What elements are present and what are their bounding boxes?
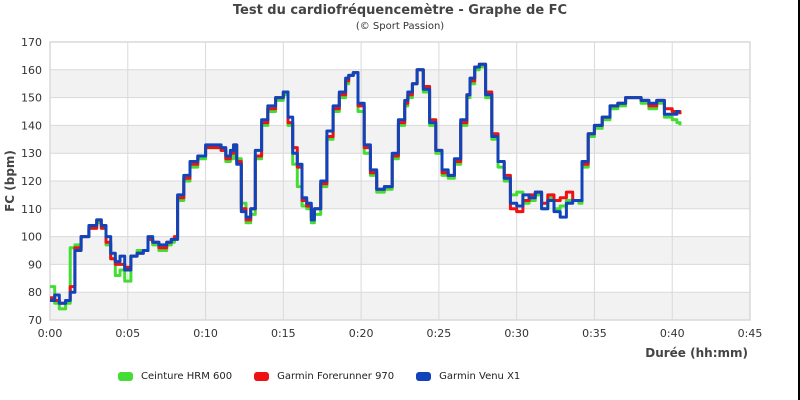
svg-text:0:10: 0:10 [193,327,218,340]
svg-text:0:05: 0:05 [115,327,140,340]
svg-text:160: 160 [21,64,42,77]
svg-text:0:30: 0:30 [504,327,529,340]
svg-text:90: 90 [28,258,42,271]
svg-text:0:45: 0:45 [738,327,763,340]
svg-text:0:25: 0:25 [427,327,452,340]
svg-text:70: 70 [28,314,42,327]
legend: Ceinture HRM 600 Garmin Forerunner 970 G… [118,371,520,382]
data-lines [50,62,682,311]
y-axis-label: FC (bpm) [3,150,17,212]
svg-text:170: 170 [21,36,42,49]
svg-text:0:40: 0:40 [660,327,685,340]
svg-text:0:20: 0:20 [349,327,374,340]
legend-swatch-icon [416,372,432,381]
svg-text:120: 120 [21,175,42,188]
legend-label: Garmin Forerunner 970 [277,371,395,382]
x-axis-ticks: 0:00 0:05 0:10 0:15 0:20 0:25 0:30 0:35 0:40 0:45 [38,327,763,340]
frame-border [798,0,800,400]
y-axis-ticks: 70 80 90 100 110 120 130 140 150 160 170 [21,36,42,327]
x-axis-label: Durée (hh:mm) [645,346,748,360]
legend-item-venux1[interactable]: Garmin Venu X1 [416,371,520,382]
svg-text:150: 150 [21,92,42,105]
legend-item-forerunner970[interactable]: Garmin Forerunner 970 [254,371,394,382]
chart-title: Test du cardiofréquencemètre - Graphe de… [232,3,568,18]
chart-subtitle: (© Sport Passion) [355,21,445,32]
svg-text:110: 110 [21,203,42,216]
svg-text:0:15: 0:15 [271,327,296,340]
legend-label: Garmin Venu X1 [439,371,521,382]
legend-label: Ceinture HRM 600 [141,371,233,382]
svg-text:100: 100 [21,231,42,244]
svg-text:80: 80 [28,286,42,299]
svg-text:130: 130 [21,147,42,160]
svg-text:0:00: 0:00 [38,327,63,340]
svg-text:0:35: 0:35 [582,327,607,340]
legend-swatch-icon [118,372,133,381]
svg-text:140: 140 [21,119,42,132]
legend-swatch-icon [254,372,270,381]
legend-item-hrm600[interactable]: Ceinture HRM 600 [118,371,232,382]
